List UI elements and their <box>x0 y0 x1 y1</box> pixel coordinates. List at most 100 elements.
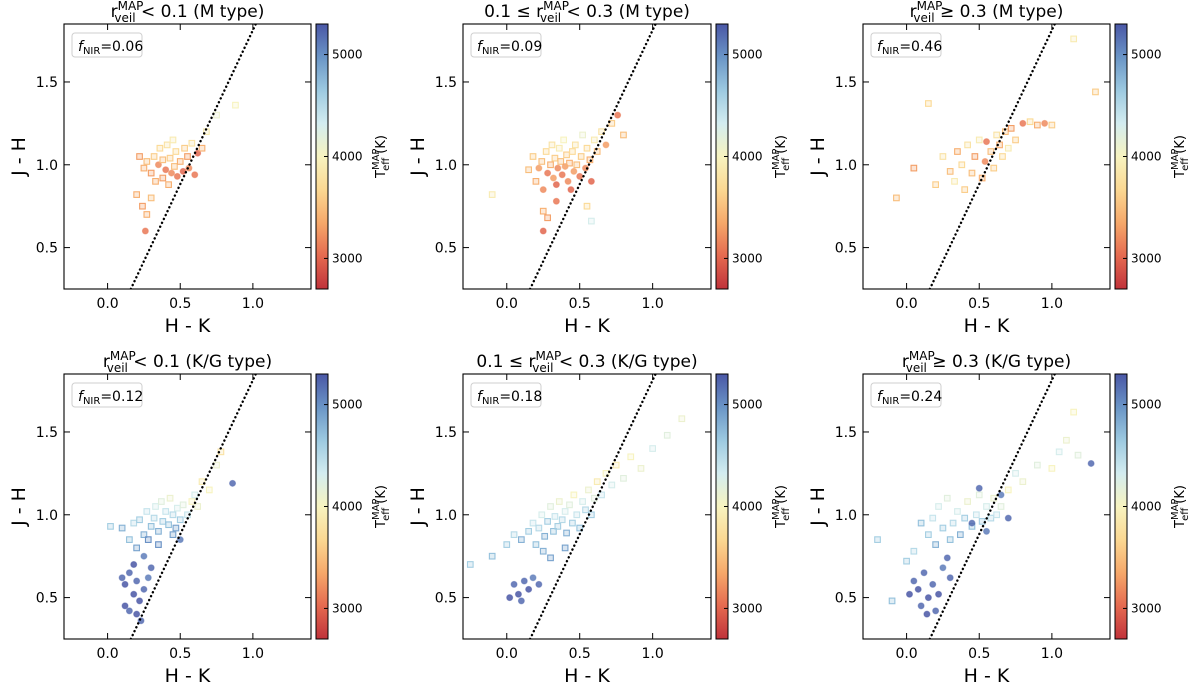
x-tick-label: 0.5 <box>569 296 591 312</box>
colorbar-tick-label: 4000 <box>732 150 763 164</box>
data-point <box>571 141 579 149</box>
data-point <box>184 153 191 160</box>
data-point <box>169 511 177 519</box>
y-tick-label: 1.5 <box>835 75 857 91</box>
data-point <box>612 461 620 469</box>
colorbar-label: TMAPeff (K) <box>771 135 792 179</box>
data-point <box>1055 448 1063 456</box>
fnir-label: fNIR=0.12 <box>78 389 143 407</box>
data-point <box>229 479 237 487</box>
data-point <box>143 211 151 218</box>
data-point <box>126 536 133 543</box>
y-tick-label: 1.0 <box>435 158 457 174</box>
data-point <box>147 523 155 530</box>
data-point <box>579 498 586 505</box>
data-point <box>637 465 645 472</box>
data-point <box>525 585 533 593</box>
data-point <box>147 169 155 177</box>
data-point <box>917 602 925 610</box>
data-point <box>532 541 540 548</box>
data-point <box>555 498 563 505</box>
data-point <box>1034 461 1041 469</box>
data-point <box>987 148 995 155</box>
data-point <box>125 569 133 577</box>
reference-line <box>528 374 657 639</box>
data-point <box>993 131 1001 139</box>
data-point <box>130 560 138 568</box>
data-point <box>154 161 162 169</box>
scatter-points <box>107 448 237 625</box>
data-point <box>917 519 925 527</box>
data-point <box>1063 436 1070 444</box>
data-point <box>552 197 560 205</box>
data-point <box>968 169 976 177</box>
data-point <box>165 521 172 529</box>
data-point <box>143 158 151 165</box>
data-point <box>566 501 573 509</box>
data-point <box>993 511 1001 519</box>
data-point <box>547 161 554 169</box>
data-point <box>925 531 932 539</box>
axes-frame <box>63 373 312 640</box>
data-point <box>544 518 551 525</box>
x-tick-label: 0.5 <box>968 296 990 312</box>
axes-frame <box>462 23 712 290</box>
data-point <box>975 491 983 499</box>
colorbar: 3000 4000 5000 TMAPeff (K) <box>1114 373 1191 640</box>
data-point <box>169 136 177 144</box>
colorbar-label: TMAPeff (K) <box>1170 485 1191 529</box>
data-point <box>136 597 144 605</box>
axes-frame <box>462 373 712 640</box>
data-point <box>563 529 570 537</box>
data-point <box>939 153 947 160</box>
data-point <box>162 508 170 515</box>
data-point <box>1070 408 1078 416</box>
fnir-label: fNIR=0.06 <box>78 39 143 57</box>
y-tick-label: 0.5 <box>435 591 457 607</box>
y-tick-label: 1.0 <box>36 508 58 524</box>
data-point <box>910 577 918 585</box>
y-tick-label: 0.5 <box>36 591 58 607</box>
fnir-box <box>470 382 542 408</box>
fnir-label: fNIR=0.24 <box>877 389 942 407</box>
data-point <box>529 574 537 582</box>
data-point <box>923 610 931 618</box>
data-point <box>539 547 547 555</box>
y-tick-label: 1.0 <box>835 508 857 524</box>
x-tick-label: 0.5 <box>569 646 591 662</box>
data-point <box>157 498 165 505</box>
data-point <box>573 511 581 519</box>
colorbar: 3000 4000 5000 TMAPeff (K) <box>715 23 792 290</box>
data-point <box>593 478 601 486</box>
y-axis-label: J - H <box>807 487 829 527</box>
data-point <box>964 498 971 505</box>
data-point <box>968 519 976 527</box>
data-point <box>1087 459 1095 467</box>
panel-6: rMAP veil ≥ 0.3 (K/G type) 0.0 0.5 1.0 0.5 1.0… <box>807 349 1191 686</box>
data-point <box>232 101 239 109</box>
data-point <box>532 177 540 185</box>
y-axis-label: J - H <box>807 137 829 177</box>
data-point <box>949 519 957 527</box>
data-point <box>552 181 560 189</box>
data-point <box>155 541 162 548</box>
data-point <box>179 501 187 509</box>
data-point <box>136 516 143 524</box>
data-point <box>121 602 129 610</box>
reference-line <box>129 374 257 639</box>
data-point <box>159 174 167 182</box>
panel-title: rMAP veil ≥ 0.3 (M type) <box>910 0 1064 25</box>
data-point <box>971 153 979 160</box>
y-tick-label: 0.5 <box>435 241 457 257</box>
data-point <box>510 580 518 588</box>
data-point <box>627 453 635 461</box>
data-point <box>150 514 158 522</box>
data-point <box>121 580 129 588</box>
x-axis-label: H - K <box>564 315 610 337</box>
colorbar-tick-label: 5000 <box>1131 398 1162 412</box>
colorbar-tick-label: 4000 <box>1131 150 1162 164</box>
reference-line <box>928 374 1056 639</box>
x-tick-label: 1.0 <box>1041 646 1063 662</box>
panel-title: rMAP veil < 0.1 (M type) <box>111 0 265 25</box>
data-point <box>140 585 148 593</box>
